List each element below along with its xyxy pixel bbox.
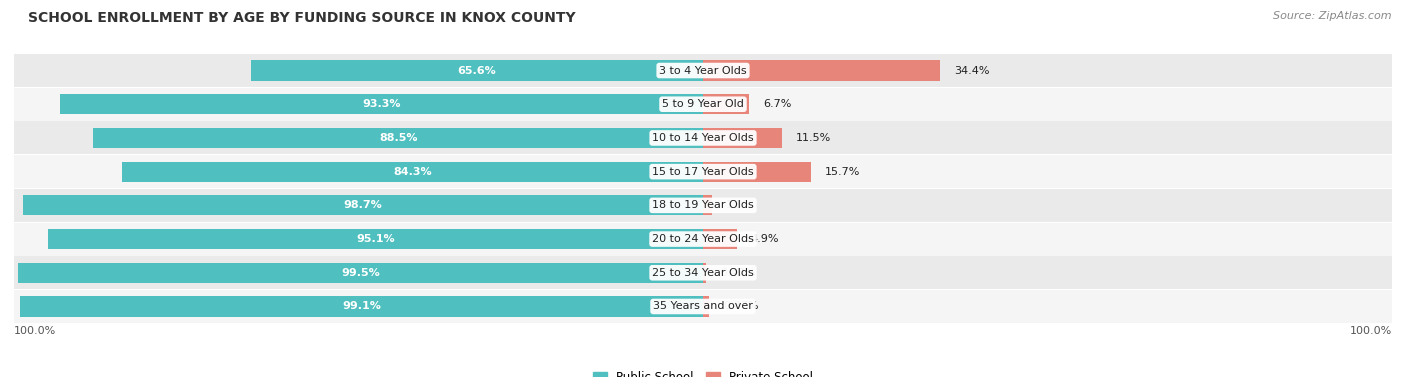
Text: 18 to 19 Year Olds: 18 to 19 Year Olds xyxy=(652,200,754,210)
Bar xyxy=(22,195,703,216)
Bar xyxy=(703,229,737,249)
Text: 20 to 24 Year Olds: 20 to 24 Year Olds xyxy=(652,234,754,244)
Text: 98.7%: 98.7% xyxy=(343,200,382,210)
Bar xyxy=(703,195,711,216)
Text: Source: ZipAtlas.com: Source: ZipAtlas.com xyxy=(1274,11,1392,21)
Bar xyxy=(14,290,1392,323)
Bar xyxy=(252,60,703,81)
Bar xyxy=(14,189,1392,222)
Bar xyxy=(703,60,941,81)
Bar xyxy=(20,296,703,317)
Text: 0.87%: 0.87% xyxy=(723,302,758,311)
Bar xyxy=(703,128,782,148)
Bar xyxy=(703,263,706,283)
Text: 4.9%: 4.9% xyxy=(751,234,779,244)
Text: 100.0%: 100.0% xyxy=(1350,326,1392,336)
Text: SCHOOL ENROLLMENT BY AGE BY FUNDING SOURCE IN KNOX COUNTY: SCHOOL ENROLLMENT BY AGE BY FUNDING SOUR… xyxy=(28,11,575,25)
Bar xyxy=(703,296,709,317)
Bar xyxy=(703,161,811,182)
Text: 99.5%: 99.5% xyxy=(340,268,380,278)
Legend: Public School, Private School: Public School, Private School xyxy=(588,366,818,377)
Text: 5 to 9 Year Old: 5 to 9 Year Old xyxy=(662,99,744,109)
Text: 15.7%: 15.7% xyxy=(825,167,860,177)
Bar xyxy=(14,256,1392,289)
Text: 88.5%: 88.5% xyxy=(378,133,418,143)
Text: 15 to 17 Year Olds: 15 to 17 Year Olds xyxy=(652,167,754,177)
Text: 35 Years and over: 35 Years and over xyxy=(652,302,754,311)
Text: 25 to 34 Year Olds: 25 to 34 Year Olds xyxy=(652,268,754,278)
Bar xyxy=(703,94,749,114)
Text: 84.3%: 84.3% xyxy=(394,167,432,177)
Text: 93.3%: 93.3% xyxy=(363,99,401,109)
Text: 34.4%: 34.4% xyxy=(953,66,990,75)
Bar xyxy=(14,155,1392,188)
Bar xyxy=(60,94,703,114)
Bar xyxy=(14,121,1392,155)
Bar xyxy=(93,128,703,148)
Text: 100.0%: 100.0% xyxy=(14,326,56,336)
Text: 3 to 4 Year Olds: 3 to 4 Year Olds xyxy=(659,66,747,75)
Bar xyxy=(48,229,703,249)
Text: 1.3%: 1.3% xyxy=(725,200,754,210)
Bar xyxy=(14,54,1392,87)
Text: 99.1%: 99.1% xyxy=(342,302,381,311)
Text: 10 to 14 Year Olds: 10 to 14 Year Olds xyxy=(652,133,754,143)
Bar xyxy=(14,222,1392,256)
Text: 95.1%: 95.1% xyxy=(356,234,395,244)
Text: 6.7%: 6.7% xyxy=(763,99,792,109)
Bar xyxy=(17,263,703,283)
Bar xyxy=(14,88,1392,121)
Text: 11.5%: 11.5% xyxy=(796,133,831,143)
Text: 0.47%: 0.47% xyxy=(720,268,755,278)
Text: 65.6%: 65.6% xyxy=(457,66,496,75)
Bar xyxy=(122,161,703,182)
